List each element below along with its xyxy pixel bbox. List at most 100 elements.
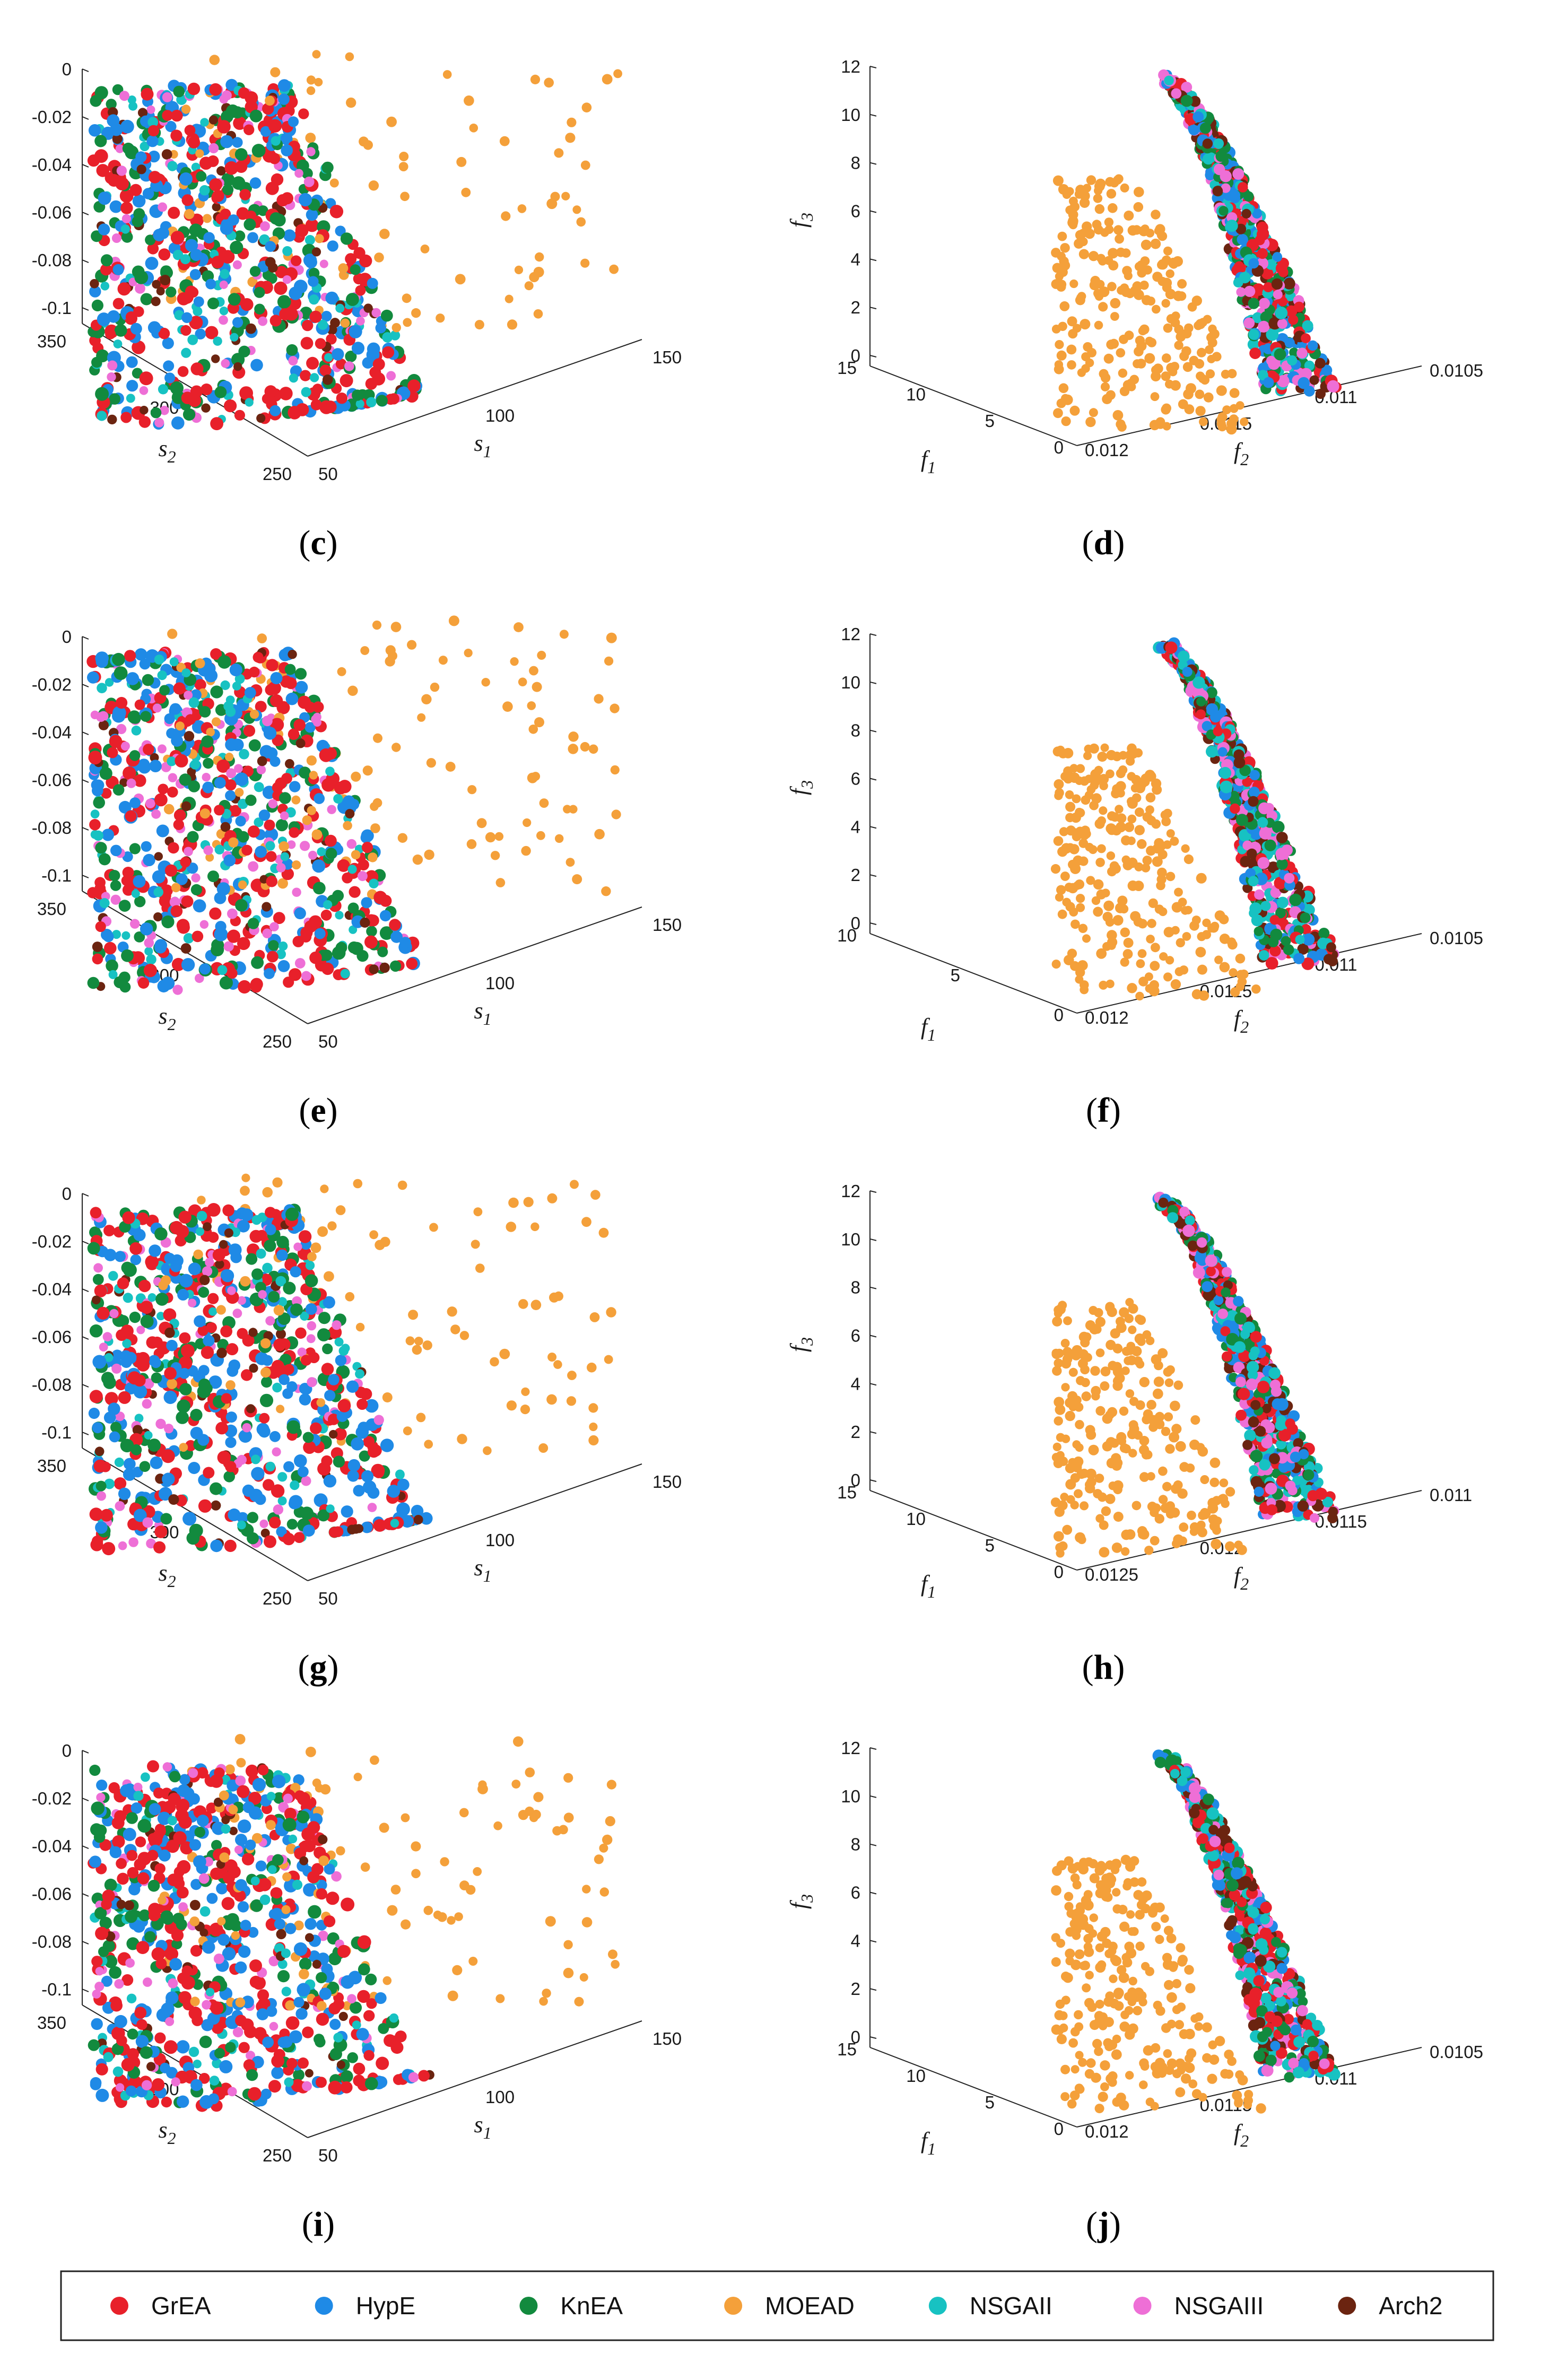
s2-axis-line (82, 891, 308, 1024)
point-moead (312, 50, 321, 59)
point-nsgaii (181, 668, 191, 677)
point-moead (1076, 894, 1085, 903)
point-moead (1085, 416, 1096, 428)
z-tick-mark (82, 684, 89, 687)
point-grea (90, 1207, 102, 1219)
point-moead (1110, 298, 1121, 309)
point-hype (1249, 787, 1260, 798)
point-arch2 (1248, 796, 1259, 807)
point-moead (1121, 855, 1130, 865)
point-nsgaii (158, 384, 169, 395)
point-hype (299, 193, 312, 207)
point-moead (1195, 389, 1205, 399)
point-moead (310, 1242, 321, 1253)
point-moead (1165, 269, 1174, 278)
point-moead (1197, 964, 1207, 975)
point-grea (345, 253, 357, 265)
point-moead (467, 785, 477, 795)
point-grea (373, 1519, 386, 1532)
point-moead (1052, 175, 1064, 186)
f3-tick-label: 8 (851, 1278, 860, 1297)
point-hype (210, 1539, 223, 1553)
point-knea (90, 95, 102, 107)
point-nsgaiii (1259, 827, 1272, 840)
point-moead (1105, 177, 1115, 187)
point-arch2 (1326, 942, 1336, 953)
point-grea (95, 921, 106, 932)
s3-axis-label: s3 (0, 1338, 2, 1356)
point-knea (301, 168, 313, 179)
point-hype (348, 799, 360, 810)
point-moead (550, 191, 560, 202)
point-hype (181, 312, 193, 323)
point-knea (276, 1235, 289, 1249)
s2-tick-label: 350 (37, 899, 66, 919)
point-nsgaiii (164, 1424, 174, 1434)
point-knea (251, 144, 266, 158)
point-grea (198, 1499, 212, 1513)
point-moead (273, 1305, 284, 1316)
point-hype (92, 1422, 103, 1434)
point-nsgaii (333, 794, 343, 804)
point-moead (340, 318, 350, 328)
z-tick-mark (82, 259, 89, 263)
point-hype (205, 278, 216, 290)
point-nsgaii (334, 1337, 344, 1347)
point-grea (326, 334, 337, 345)
point-moead (403, 318, 412, 327)
point-moead (501, 211, 511, 221)
point-hype (1321, 364, 1333, 376)
point-grea (206, 1322, 217, 1333)
point-nsgaii (254, 782, 264, 792)
f3-tick-mark (869, 633, 877, 636)
s2-tick-label: 250 (263, 1589, 292, 1608)
point-nsgaiii (1257, 857, 1269, 869)
point-grea (1256, 228, 1269, 241)
point-hype (263, 727, 277, 740)
s1-tick-label: 150 (652, 915, 682, 935)
point-hype (249, 177, 262, 189)
point-moead (225, 753, 234, 762)
point-moead (1226, 418, 1237, 429)
f1-tick-label: 15 (837, 1483, 857, 1502)
point-hype (221, 1269, 234, 1283)
point-hype (120, 119, 134, 134)
point-hype (203, 232, 215, 244)
point-knea (187, 831, 199, 843)
point-grea (224, 399, 237, 413)
point-moead (554, 148, 564, 158)
point-hype (232, 317, 243, 328)
z-tick-label: -0.04 (32, 155, 72, 175)
point-nsgaii (277, 1496, 287, 1506)
point-hype (277, 960, 290, 972)
point-nsgaiii (115, 144, 125, 153)
point-nsgaiii (1258, 320, 1270, 333)
point-hype (193, 899, 206, 913)
point-grea (181, 194, 194, 206)
point-grea (325, 834, 337, 847)
point-grea (107, 747, 118, 759)
point-knea (155, 1293, 169, 1306)
point-moead (1216, 385, 1227, 396)
point-moead (572, 874, 582, 885)
point-hype (1193, 111, 1204, 123)
point-hype (162, 337, 174, 350)
point-hype (203, 1335, 215, 1347)
point-hype (290, 1266, 301, 1278)
point-knea (129, 1311, 141, 1323)
point-moead (1161, 371, 1171, 381)
point-moead (1094, 181, 1105, 191)
point-nsgaii (169, 657, 179, 667)
point-moead (1106, 851, 1116, 860)
point-moead (385, 656, 395, 667)
point-grea (158, 248, 171, 261)
point-moead (1078, 923, 1088, 934)
point-moead (1165, 871, 1176, 882)
point-knea (389, 960, 402, 972)
point-hype (265, 241, 276, 252)
point-moead (351, 771, 361, 782)
point-grea (306, 356, 319, 370)
point-nsgaii (1239, 272, 1251, 284)
point-grea (266, 875, 278, 887)
point-nsgaiii (327, 805, 336, 814)
